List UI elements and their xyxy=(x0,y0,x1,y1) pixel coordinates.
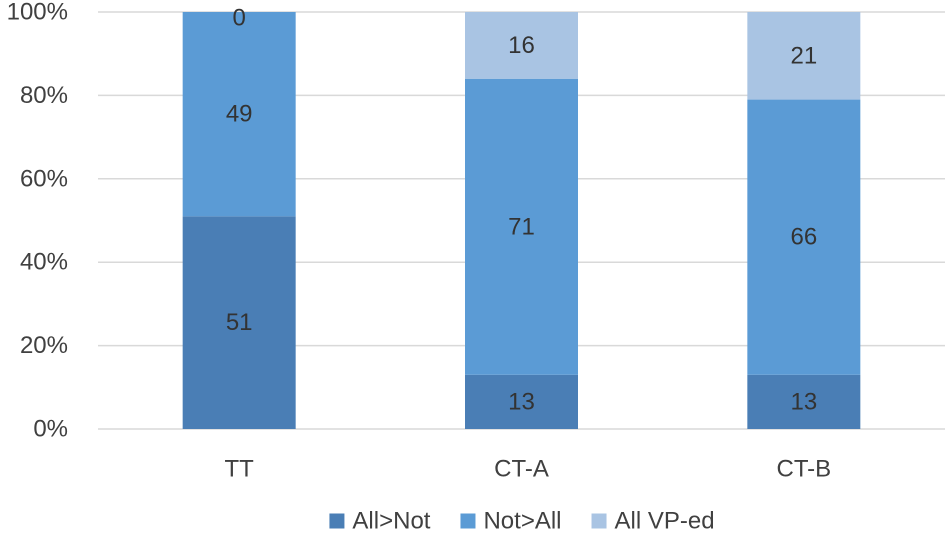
data-label: 16 xyxy=(508,32,535,59)
y-tick-label: 100% xyxy=(7,0,68,26)
legend-label: Not>All xyxy=(483,508,561,534)
legend: All>Not Not>All All VP-ed xyxy=(329,508,715,534)
bar-CT-B-All VP-ed xyxy=(747,12,861,100)
bar-CT-B-All>Not xyxy=(747,374,861,429)
bar-CT-A-Not>All xyxy=(465,78,578,375)
data-label: 13 xyxy=(790,388,817,415)
data-label: 51 xyxy=(226,309,253,336)
x-axis-ticks: TT CT-A CT-B xyxy=(225,456,832,483)
data-label: 21 xyxy=(790,42,817,69)
y-axis-ticks: 0% 20% 40% 60% 80% 100% xyxy=(7,0,68,443)
y-tick-label: 80% xyxy=(20,82,68,109)
data-labels: 51 49 0 13 71 16 13 66 21 xyxy=(226,5,817,416)
data-label: 71 xyxy=(508,213,535,240)
y-tick-label: 60% xyxy=(20,165,68,192)
legend-swatch-All VP-ed xyxy=(591,513,607,529)
y-tick-label: 0% xyxy=(33,416,68,443)
bars xyxy=(182,12,861,429)
x-tick-label: TT xyxy=(225,456,255,483)
data-label: 49 xyxy=(226,101,253,128)
legend-label: All VP-ed xyxy=(615,508,715,534)
bar-CT-A-All>Not xyxy=(465,374,578,429)
bar-TT-All>Not xyxy=(182,216,296,429)
x-tick-label: CT-A xyxy=(494,456,549,483)
legend-swatch-Not>All xyxy=(460,513,476,529)
legend-swatch-All>Not xyxy=(329,513,345,529)
bar-CT-A-All VP-ed xyxy=(465,12,578,79)
data-label: 66 xyxy=(790,224,817,251)
data-label: 13 xyxy=(508,388,535,415)
y-tick-label: 40% xyxy=(20,249,68,276)
bar-CT-B-Not>All xyxy=(747,99,861,375)
bar-TT-Not>All xyxy=(182,12,296,217)
data-label: 0 xyxy=(232,5,245,32)
legend-label: All>Not xyxy=(352,508,430,534)
y-tick-label: 20% xyxy=(20,332,68,359)
x-tick-label: CT-B xyxy=(776,456,831,483)
